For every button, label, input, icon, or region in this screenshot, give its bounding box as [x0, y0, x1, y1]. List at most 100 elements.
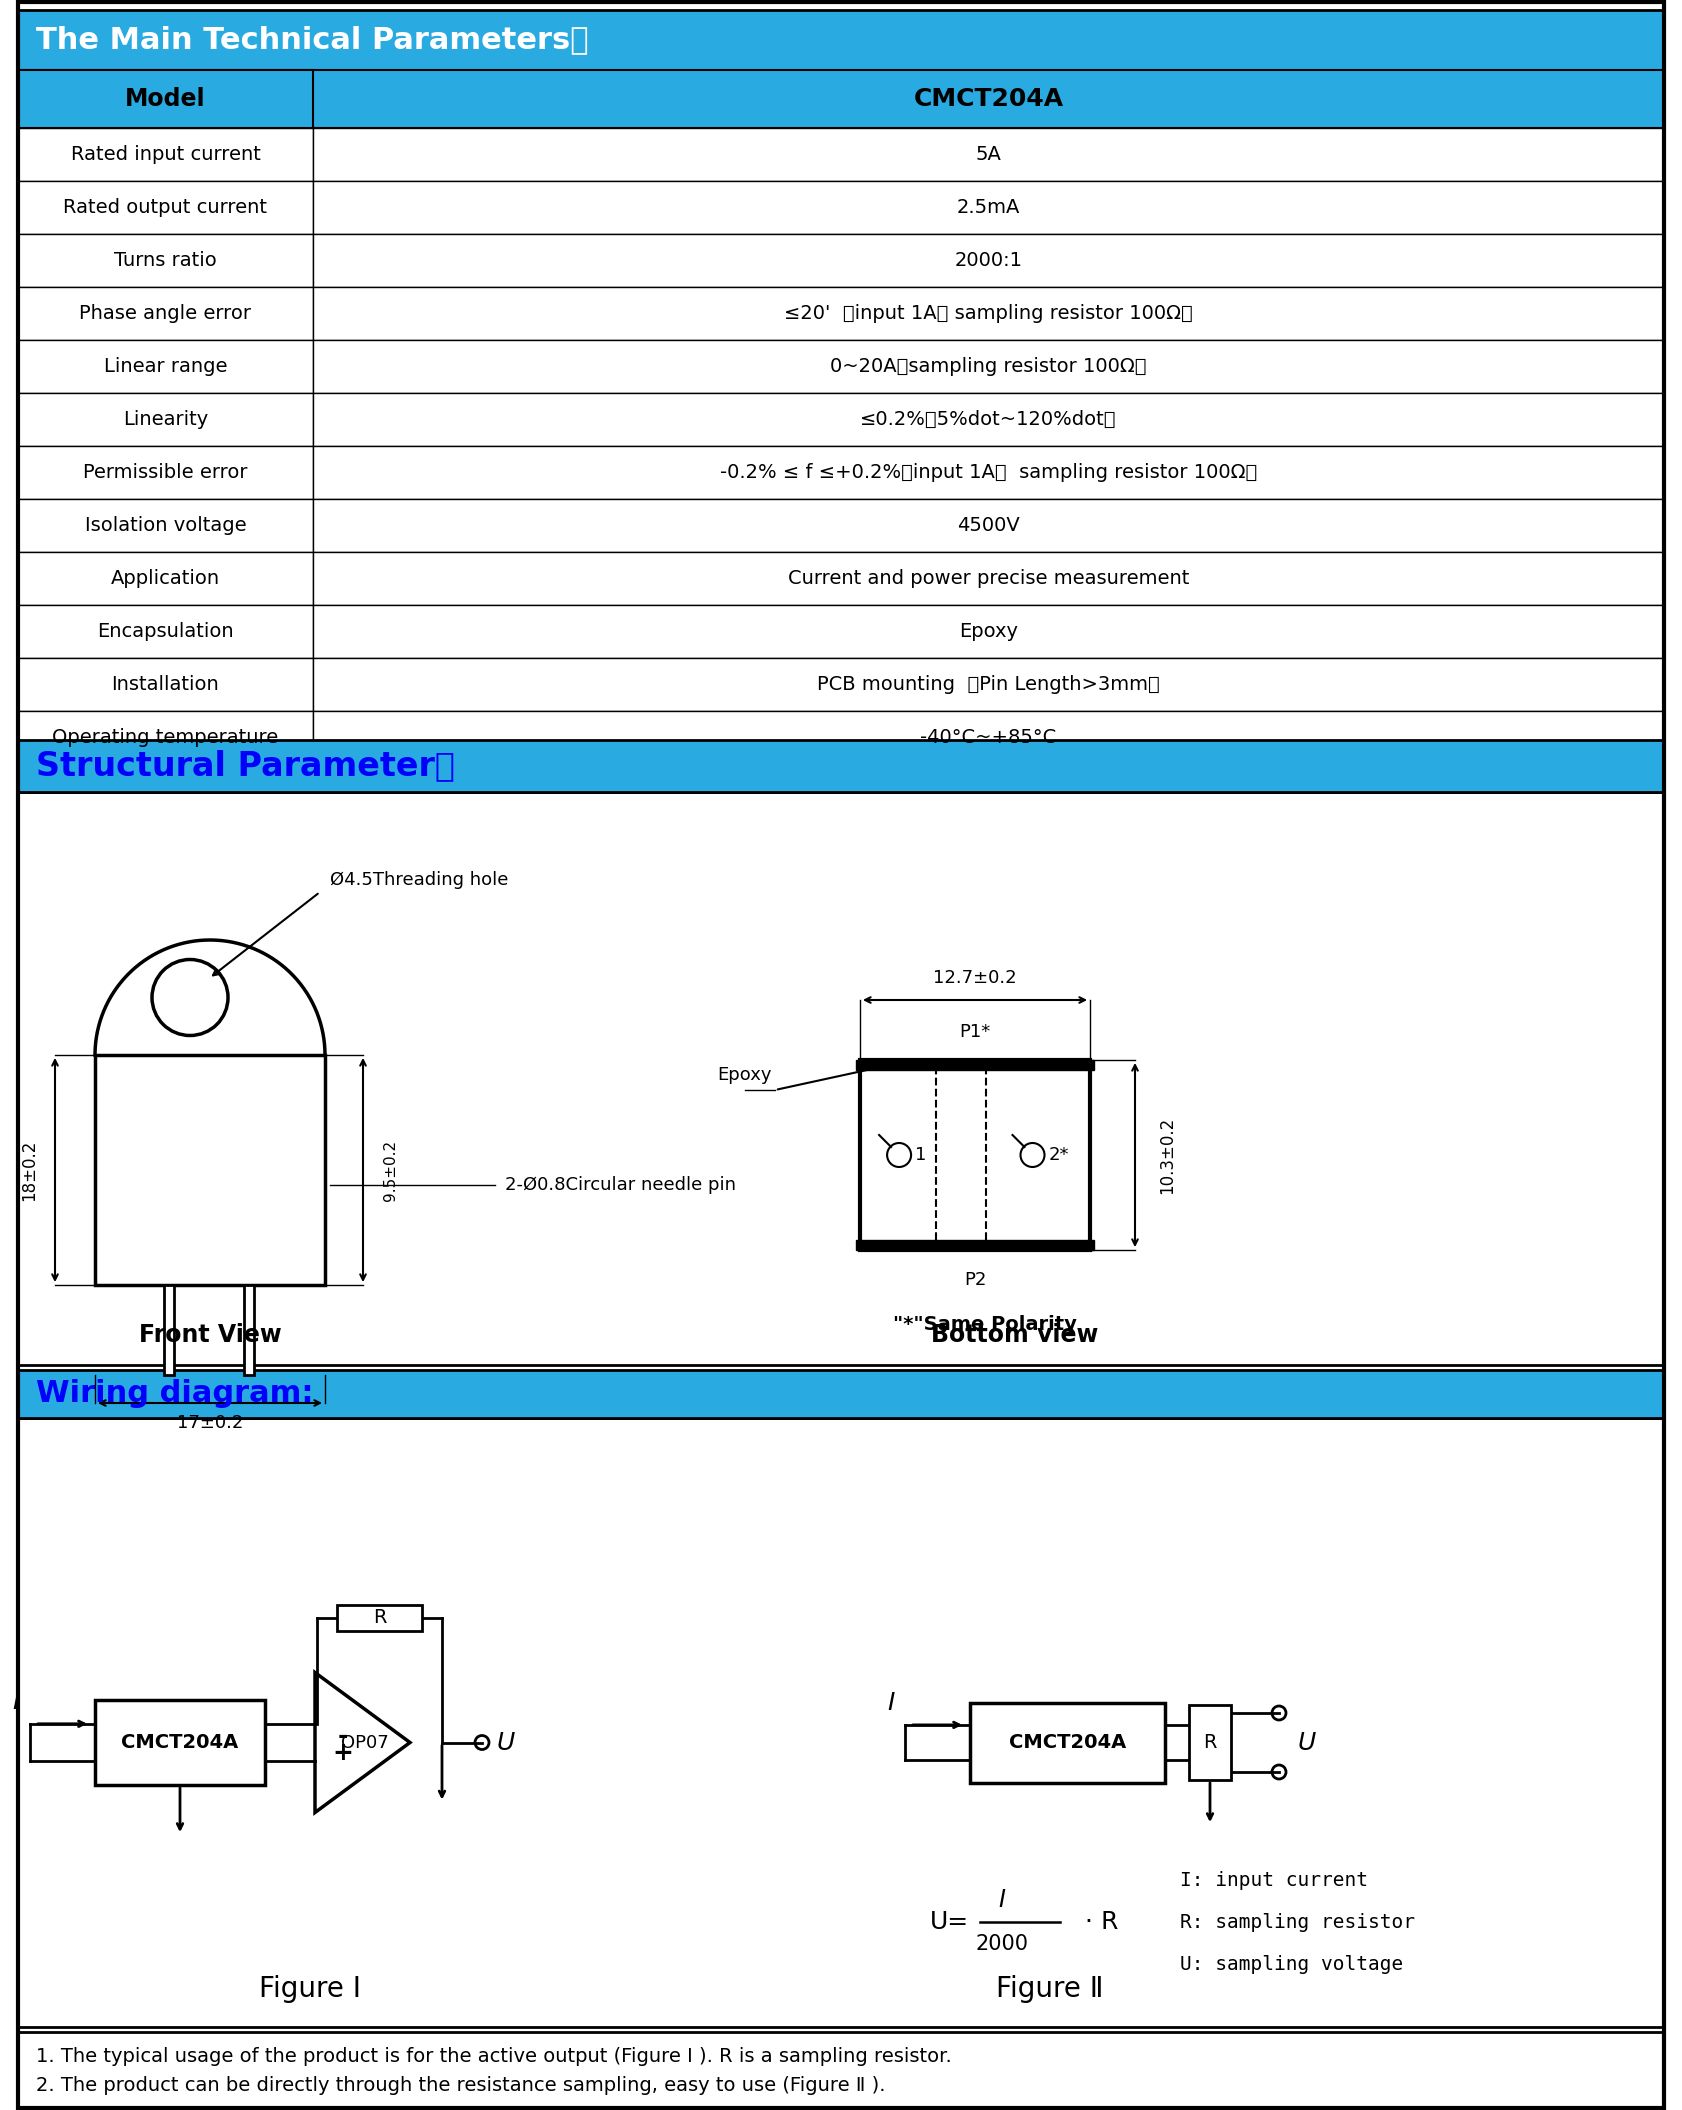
- Text: Wiring diagram:: Wiring diagram:: [35, 1380, 313, 1409]
- Bar: [313, 287, 1663, 340]
- Text: Linearity: Linearity: [123, 409, 209, 428]
- Bar: [313, 340, 1663, 392]
- Text: Operating temperature: Operating temperature: [52, 728, 279, 747]
- Bar: [971, 1703, 1166, 1783]
- Text: "*"Same Polarity: "*"Same Polarity: [893, 1315, 1076, 1334]
- Text: Rated input current: Rated input current: [71, 146, 261, 165]
- Bar: [19, 2032, 1663, 2108]
- Text: U: U: [1299, 1730, 1315, 1756]
- Text: +: +: [333, 1741, 353, 1766]
- Text: PCB mounting  （Pin Length>3mm）: PCB mounting （Pin Length>3mm）: [817, 675, 1161, 694]
- Bar: [313, 606, 1663, 658]
- Text: OP07: OP07: [341, 1734, 389, 1751]
- Text: Linear range: Linear range: [104, 357, 227, 376]
- Text: I: I: [999, 1888, 1006, 1912]
- Text: Installation: Installation: [111, 675, 219, 694]
- Bar: [19, 70, 313, 129]
- Text: 17±0.2: 17±0.2: [177, 1414, 244, 1433]
- Bar: [19, 70, 1663, 129]
- Bar: [313, 129, 1663, 181]
- Bar: [19, 392, 313, 445]
- Text: Front View: Front View: [138, 1323, 281, 1346]
- Text: 10.3±0.2: 10.3±0.2: [1157, 1116, 1176, 1194]
- Bar: [19, 711, 313, 764]
- Text: R: R: [1203, 1732, 1216, 1751]
- Bar: [856, 1241, 1093, 1249]
- Bar: [313, 553, 1663, 606]
- Text: P1*: P1*: [959, 1023, 991, 1040]
- Bar: [19, 553, 313, 606]
- Text: CMCT204A: CMCT204A: [913, 87, 1063, 112]
- Text: Phase angle error: Phase angle error: [79, 304, 252, 323]
- Text: 1: 1: [915, 1146, 927, 1165]
- Bar: [313, 498, 1663, 553]
- Bar: [856, 1059, 1093, 1070]
- Text: Current and power precise measurement: Current and power precise measurement: [787, 570, 1189, 589]
- Text: 0~20A（sampling resistor 100Ω）: 0~20A（sampling resistor 100Ω）: [831, 357, 1147, 376]
- Text: 2-Ø0.8Circular needle pin: 2-Ø0.8Circular needle pin: [505, 1175, 737, 1194]
- Bar: [313, 392, 1663, 445]
- Bar: [19, 234, 313, 287]
- Bar: [313, 711, 1663, 764]
- Text: 2000:1: 2000:1: [954, 251, 1023, 270]
- Text: ≤20'  （input 1A， sampling resistor 100Ω）: ≤20' （input 1A， sampling resistor 100Ω）: [784, 304, 1193, 323]
- Text: The Main Technical Parameters：: The Main Technical Parameters：: [35, 25, 589, 55]
- Text: Ø4.5Threading hole: Ø4.5Threading hole: [330, 871, 508, 888]
- Text: Figure Ⅱ: Figure Ⅱ: [996, 1975, 1103, 2002]
- Bar: [19, 11, 1663, 70]
- Text: R: sampling resistor: R: sampling resistor: [1181, 1912, 1415, 1931]
- Bar: [19, 1369, 1663, 1418]
- Bar: [19, 287, 313, 340]
- Text: Epoxy: Epoxy: [718, 1066, 772, 1085]
- Text: I: input current: I: input current: [1181, 1869, 1367, 1888]
- Bar: [19, 181, 313, 234]
- Text: · R: · R: [1085, 1910, 1119, 1935]
- Bar: [19, 498, 313, 553]
- Bar: [313, 181, 1663, 234]
- Bar: [165, 1285, 173, 1376]
- Text: 5A: 5A: [976, 146, 1001, 165]
- Text: -40°C~+85°C: -40°C~+85°C: [920, 728, 1056, 747]
- Text: 2000: 2000: [976, 1935, 1028, 1954]
- Text: 2.5mA: 2.5mA: [957, 198, 1021, 217]
- Text: ≤0.2%（5%dot~120%dot）: ≤0.2%（5%dot~120%dot）: [860, 409, 1117, 428]
- Bar: [860, 1059, 1090, 1249]
- Bar: [244, 1285, 254, 1376]
- Text: U: U: [496, 1730, 515, 1756]
- Text: Isolation voltage: Isolation voltage: [84, 517, 246, 536]
- Text: Permissible error: Permissible error: [82, 462, 247, 481]
- Text: Rated output current: Rated output current: [64, 198, 267, 217]
- Bar: [336, 1604, 422, 1631]
- Bar: [313, 658, 1663, 711]
- Text: 9.5±0.2: 9.5±0.2: [383, 1139, 399, 1201]
- Text: 2*: 2*: [1048, 1146, 1070, 1165]
- Text: CMCT204A: CMCT204A: [1009, 1732, 1127, 1751]
- Text: -0.2% ≤ f ≤+0.2%（input 1A，  sampling resistor 100Ω）: -0.2% ≤ f ≤+0.2%（input 1A， sampling resi…: [720, 462, 1256, 481]
- Text: I: I: [12, 1690, 20, 1713]
- Bar: [1189, 1705, 1231, 1781]
- Bar: [19, 658, 313, 711]
- Bar: [19, 129, 313, 181]
- Text: U: sampling voltage: U: sampling voltage: [1181, 1954, 1403, 1973]
- Bar: [94, 1055, 325, 1285]
- Text: Model: Model: [124, 87, 205, 112]
- Bar: [313, 234, 1663, 287]
- Text: CMCT204A: CMCT204A: [121, 1732, 239, 1751]
- Text: I: I: [888, 1690, 895, 1715]
- Text: 1. The typical usage of the product is for the active output (Figure Ⅰ ). R is a: 1. The typical usage of the product is f…: [35, 2047, 952, 2066]
- Text: R: R: [373, 1608, 387, 1627]
- Text: 2. The product can be directly through the resistance sampling, easy to use (Fig: 2. The product can be directly through t…: [35, 2076, 885, 2095]
- Text: 4500V: 4500V: [957, 517, 1019, 536]
- Bar: [19, 1418, 1663, 2028]
- Text: Structural Parameter：: Structural Parameter：: [35, 749, 454, 783]
- Text: Application: Application: [111, 570, 220, 589]
- Text: P2: P2: [964, 1270, 986, 1289]
- Bar: [313, 445, 1663, 498]
- Text: 18±0.2: 18±0.2: [20, 1139, 39, 1201]
- Bar: [94, 1701, 266, 1785]
- Text: Figure Ⅰ: Figure Ⅰ: [259, 1975, 362, 2002]
- Text: Epoxy: Epoxy: [959, 622, 1018, 641]
- Text: -: -: [338, 1724, 348, 1747]
- Bar: [19, 791, 1663, 1365]
- Text: 12.7±0.2: 12.7±0.2: [934, 968, 1018, 987]
